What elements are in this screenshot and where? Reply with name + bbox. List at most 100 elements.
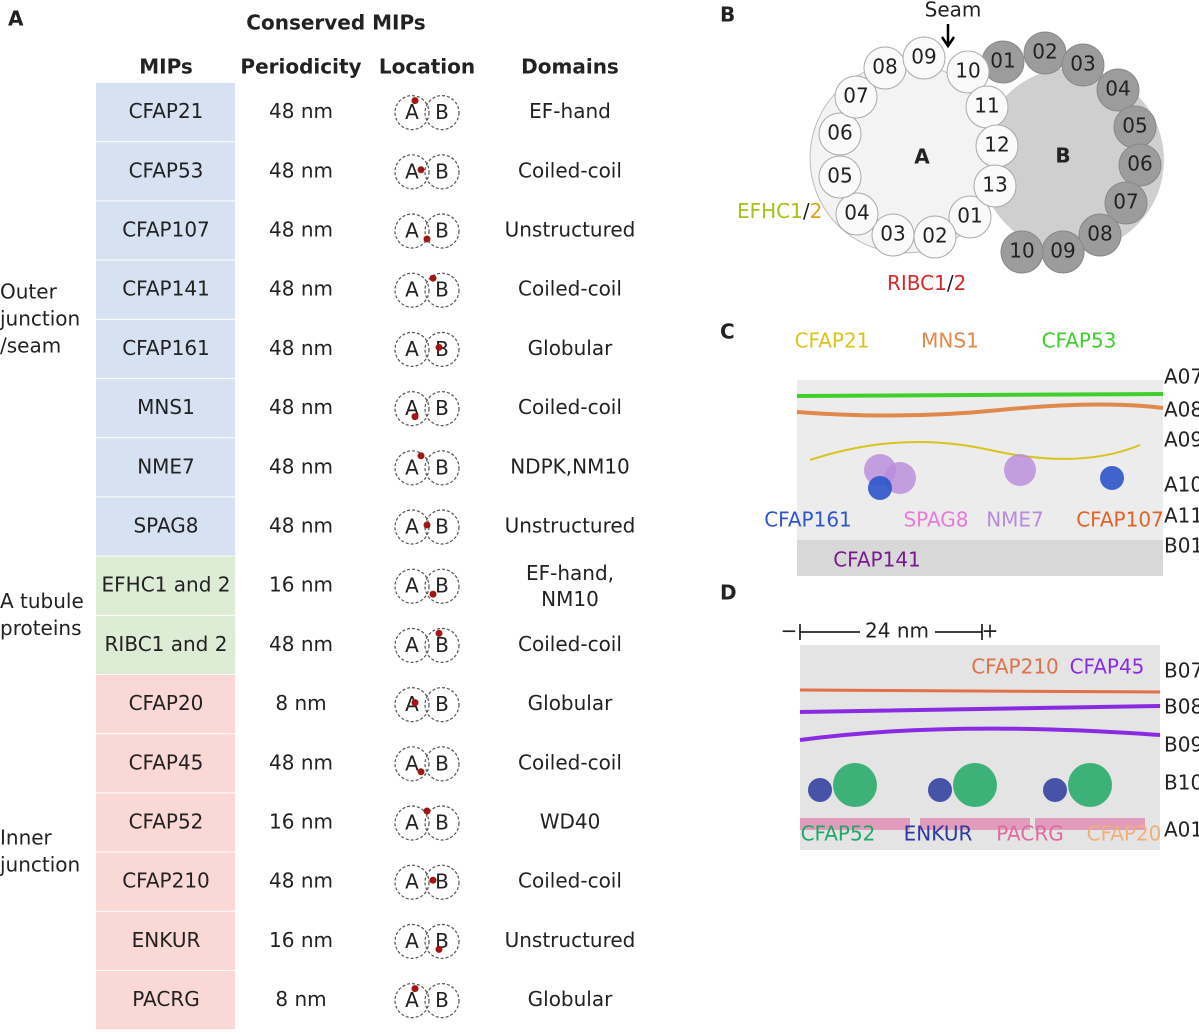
mip-cell [96,675,235,734]
tubule-outline [394,805,430,841]
protofilament-number: 06 [1127,152,1152,176]
location-dot [411,413,419,421]
tubule-letter: B [435,633,449,657]
mip-cell [96,793,235,852]
periodicity: 48 nm [269,750,333,774]
protofilament-number: 08 [872,55,897,79]
tubule-outline [424,982,460,1019]
column-header: MIPs [139,55,193,79]
tubule-outline [394,923,430,960]
protofilament-number: 10 [955,59,980,83]
tubule-outline [424,923,460,960]
mip-cell [96,497,235,556]
legend-part: 2 [810,199,823,223]
protein-label: CFAP210 [971,655,1059,679]
protofilament-label: A07 [1164,365,1199,389]
protofilament-label: A08 [1164,398,1199,422]
location-icon: AB [394,686,460,723]
mip-cell [96,201,235,260]
periodicity: 48 nm [269,99,333,123]
protofilament [1061,43,1105,87]
group-label: /seam [0,333,61,357]
panel-label: D [720,581,737,605]
domain: Coiled-coil [518,869,622,893]
seam-arrow [940,24,956,49]
tubule-letter: A [405,574,419,598]
tubule-letter: B [435,396,449,420]
protofilament-number: 11 [974,94,999,118]
protein-label: CFAP21 [795,329,870,353]
mip-name: CFAP45 [129,750,204,774]
tubule-outline [424,864,460,900]
mip-cell [96,438,235,497]
tubule-outline [394,272,430,308]
domain: Coiled-coil [518,750,622,774]
tubule-letter: B [435,692,449,716]
protein-label: CFAP53 [1042,329,1117,353]
protofilament-number: 06 [827,121,852,145]
periodicity: 8 nm [275,691,326,715]
protein-blob [1043,778,1067,802]
protofilament-label: B07 [1164,659,1199,683]
domain: Coiled-coil [518,158,622,182]
location-dot [429,274,437,282]
protein-label: CFAP20 [1087,822,1162,846]
periodicity: 48 nm [269,869,333,893]
protein-blob [833,763,877,807]
tubule-letter: B [435,870,449,894]
protein-legend: EFHC1/2 [737,199,822,223]
protofilament-number: 08 [1087,222,1112,246]
tubule-label: B [1055,144,1070,168]
protofilament [818,155,862,199]
legend-part: RIBC1 [887,271,947,295]
protofilament-number: 01 [957,204,982,228]
location-dot [435,343,443,351]
tubule-outline [424,627,460,664]
density-b [797,540,1163,576]
panel-label: A [8,7,24,31]
protofilament-number: 10 [1009,239,1034,263]
domain-line: EF-hand, [526,561,614,585]
protofilament-label: B10 [1164,771,1199,795]
location-dot [411,699,419,707]
protein-label: CFAP161 [764,508,852,532]
tubule-letter: B [435,219,449,243]
mip-cell [96,615,235,674]
tubule-outline [394,391,430,427]
tubule-outline [394,982,430,1019]
scale-label: 24 nm [865,619,929,643]
location-dot [417,452,425,460]
domain: Coiled-coil [518,277,622,301]
periodicity: 48 nm [269,336,333,360]
location-dot [429,590,437,598]
tubule-letter: A [405,515,419,539]
domain: Globular [528,336,613,360]
protein-blob [1068,763,1112,807]
protofilament-number: 02 [922,224,947,248]
location-dot [411,985,419,993]
protofilament-number: 04 [1105,77,1130,101]
periodicity: 8 nm [275,987,326,1011]
protein-blob [953,763,997,807]
mip-name: PACRG [132,987,199,1011]
domain: EF-hand, NM10 [526,561,614,611]
mip-name: MNS1 [137,395,195,419]
mip-name: CFAP141 [122,277,210,301]
cfap210-trace [799,688,1161,694]
group-label: A tubule [0,589,84,613]
mip-name: SPAG8 [133,514,198,538]
protofilament-number: 07 [1113,190,1138,214]
mip-name: CFAP20 [129,691,204,715]
group-label: proteins [0,616,82,640]
protofilament [1118,143,1162,187]
protein-blob [808,778,832,802]
domain: Coiled-coil [518,632,622,656]
periodicity: 16 nm [269,810,333,834]
tubule-letter: A [405,633,419,657]
tubule-letter: A [405,278,419,302]
periodicity: 48 nm [269,514,333,538]
